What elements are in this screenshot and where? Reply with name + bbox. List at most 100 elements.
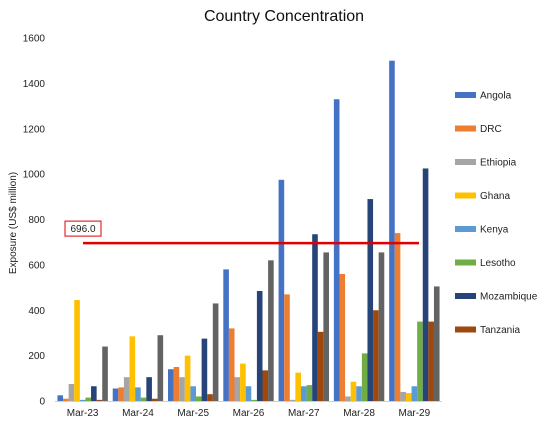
bar-tanzania-mar-28 bbox=[373, 310, 379, 401]
bar-angola-mar-26 bbox=[223, 269, 229, 401]
bar-angola-mar-24 bbox=[112, 388, 119, 401]
legend-label-ethiopia: Ethiopia bbox=[480, 158, 517, 169]
x-tick-label: Mar-25 bbox=[177, 408, 209, 419]
bar-drc-mar-24 bbox=[118, 387, 124, 401]
reference-label: 696.0 bbox=[70, 224, 95, 235]
bar-ethiopia-mar-25 bbox=[179, 377, 185, 401]
bar-ghana-mar-29 bbox=[405, 393, 412, 401]
bar-unlabeled-series-mar-28 bbox=[378, 252, 385, 401]
bar-drc-mar-27 bbox=[284, 294, 290, 401]
bar-lesotho-mar-23 bbox=[85, 397, 92, 401]
bar-ghana-mar-23 bbox=[74, 300, 80, 401]
bar-tanzania-mar-29 bbox=[428, 321, 434, 401]
bar-angola-mar-29 bbox=[389, 60, 395, 401]
bar-ethiopia-mar-23 bbox=[68, 383, 75, 401]
bar-kenya-mar-27 bbox=[300, 386, 307, 401]
bar-angola-mar-27 bbox=[278, 179, 285, 401]
bar-lesotho-mar-28 bbox=[361, 353, 368, 401]
bar-unlabeled-series-mar-23 bbox=[102, 346, 108, 401]
bar-mozambique-mar-25 bbox=[201, 338, 208, 401]
bar-ethiopia-mar-24 bbox=[123, 377, 130, 401]
x-tick-label: Mar-28 bbox=[343, 408, 375, 419]
bar-mozambique-mar-23 bbox=[91, 386, 97, 401]
y-tick-label: 600 bbox=[28, 260, 45, 271]
bar-kenya-mar-24 bbox=[135, 387, 141, 401]
y-tick-label: 1200 bbox=[23, 124, 46, 135]
bar-mozambique-mar-24 bbox=[146, 377, 152, 401]
y-tick-label: 200 bbox=[28, 351, 45, 362]
bar-kenya-mar-23 bbox=[79, 399, 86, 401]
legend-label-kenya: Kenya bbox=[480, 225, 509, 236]
x-tick-label: Mar-26 bbox=[233, 408, 265, 419]
bar-angola-mar-25 bbox=[168, 369, 174, 401]
bar-kenya-mar-26 bbox=[245, 386, 252, 401]
y-tick-label: 400 bbox=[28, 306, 45, 317]
bar-ethiopia-mar-27 bbox=[289, 399, 296, 401]
bar-ghana-mar-24 bbox=[129, 336, 136, 401]
bar-ghana-mar-28 bbox=[350, 381, 357, 401]
bar-angola-mar-23 bbox=[57, 395, 64, 401]
x-tick-label: Mar-27 bbox=[288, 408, 320, 419]
bar-drc-mar-29 bbox=[394, 233, 401, 401]
bar-tanzania-mar-27 bbox=[317, 331, 324, 401]
x-tick-label: Mar-23 bbox=[67, 408, 99, 419]
bar-unlabeled-series-mar-29 bbox=[433, 286, 440, 401]
legend-label-ghana: Ghana bbox=[480, 191, 510, 202]
bar-ghana-mar-27 bbox=[295, 372, 301, 401]
bar-tanzania-mar-25 bbox=[207, 394, 213, 401]
bar-lesotho-mar-27 bbox=[306, 385, 313, 401]
bar-drc-mar-25 bbox=[173, 366, 180, 401]
bar-unlabeled-series-mar-26 bbox=[268, 260, 274, 401]
bar-ethiopia-mar-28 bbox=[345, 396, 351, 401]
chart-title: Country Concentration bbox=[204, 8, 364, 25]
bar-kenya-mar-28 bbox=[356, 386, 362, 401]
x-tick-label: Mar-29 bbox=[399, 408, 431, 419]
y-tick-label: 1400 bbox=[23, 79, 46, 90]
legend-swatch-lesotho bbox=[455, 259, 476, 266]
bar-angola-mar-28 bbox=[333, 99, 340, 401]
legend-label-lesotho: Lesotho bbox=[480, 258, 516, 269]
legend-swatch-tanzania bbox=[455, 326, 476, 333]
legend-swatch-ghana bbox=[455, 192, 476, 199]
bar-kenya-mar-25 bbox=[190, 386, 197, 401]
y-tick-label: 1600 bbox=[23, 34, 46, 45]
bars bbox=[57, 60, 440, 402]
bar-drc-mar-26 bbox=[228, 328, 235, 401]
bar-lesotho-mar-26 bbox=[251, 399, 257, 401]
bar-ghana-mar-26 bbox=[240, 363, 246, 401]
bar-ethiopia-mar-26 bbox=[234, 377, 241, 401]
bar-lesotho-mar-29 bbox=[417, 321, 423, 401]
x-axis: Mar-23 Mar-24 Mar-25 Mar-26 Mar-27 Mar-28 Mar-… bbox=[55, 401, 442, 419]
y-tick-label: 800 bbox=[28, 215, 45, 226]
legend-label-tanzania: Tanzania bbox=[480, 325, 520, 336]
bar-tanzania-mar-23 bbox=[96, 399, 103, 401]
legend-swatch-angola bbox=[455, 92, 476, 98]
legend: Angola DRC Ethiopia Ghana Kenya Lesotho Mozamb… bbox=[455, 91, 538, 336]
y-tick-label: 0 bbox=[39, 397, 45, 408]
bar-ethiopia-mar-29 bbox=[400, 391, 406, 401]
bar-kenya-mar-29 bbox=[411, 386, 418, 401]
bar-mozambique-mar-28 bbox=[367, 199, 374, 401]
bar-mozambique-mar-27 bbox=[312, 234, 318, 401]
bar-unlabeled-series-mar-25 bbox=[212, 303, 219, 401]
legend-swatch-drc bbox=[455, 125, 476, 132]
y-tick-label: 1000 bbox=[23, 170, 46, 181]
y-axis-ticks: 0 200 400 600 800 1000 1200 1400 1600 bbox=[23, 34, 46, 408]
legend-swatch-kenya bbox=[455, 226, 476, 232]
bar-lesotho-mar-24 bbox=[140, 397, 147, 401]
bar-unlabeled-series-mar-24 bbox=[157, 335, 164, 401]
bar-lesotho-mar-25 bbox=[196, 396, 202, 401]
bar-ghana-mar-25 bbox=[184, 355, 191, 402]
bar-unlabeled-series-mar-27 bbox=[323, 252, 329, 401]
y-axis-title: Exposure (US$ million) bbox=[8, 172, 19, 274]
bar-mozambique-mar-26 bbox=[256, 290, 263, 401]
reference-label-box bbox=[64, 220, 102, 237]
bar-tanzania-mar-24 bbox=[151, 398, 158, 401]
legend-label-mozambique: Mozambique bbox=[480, 292, 538, 303]
bar-tanzania-mar-26 bbox=[262, 370, 269, 401]
bar-drc-mar-23 bbox=[63, 398, 69, 401]
legend-label-angola: Angola bbox=[480, 91, 512, 102]
bar-drc-mar-28 bbox=[339, 273, 346, 401]
